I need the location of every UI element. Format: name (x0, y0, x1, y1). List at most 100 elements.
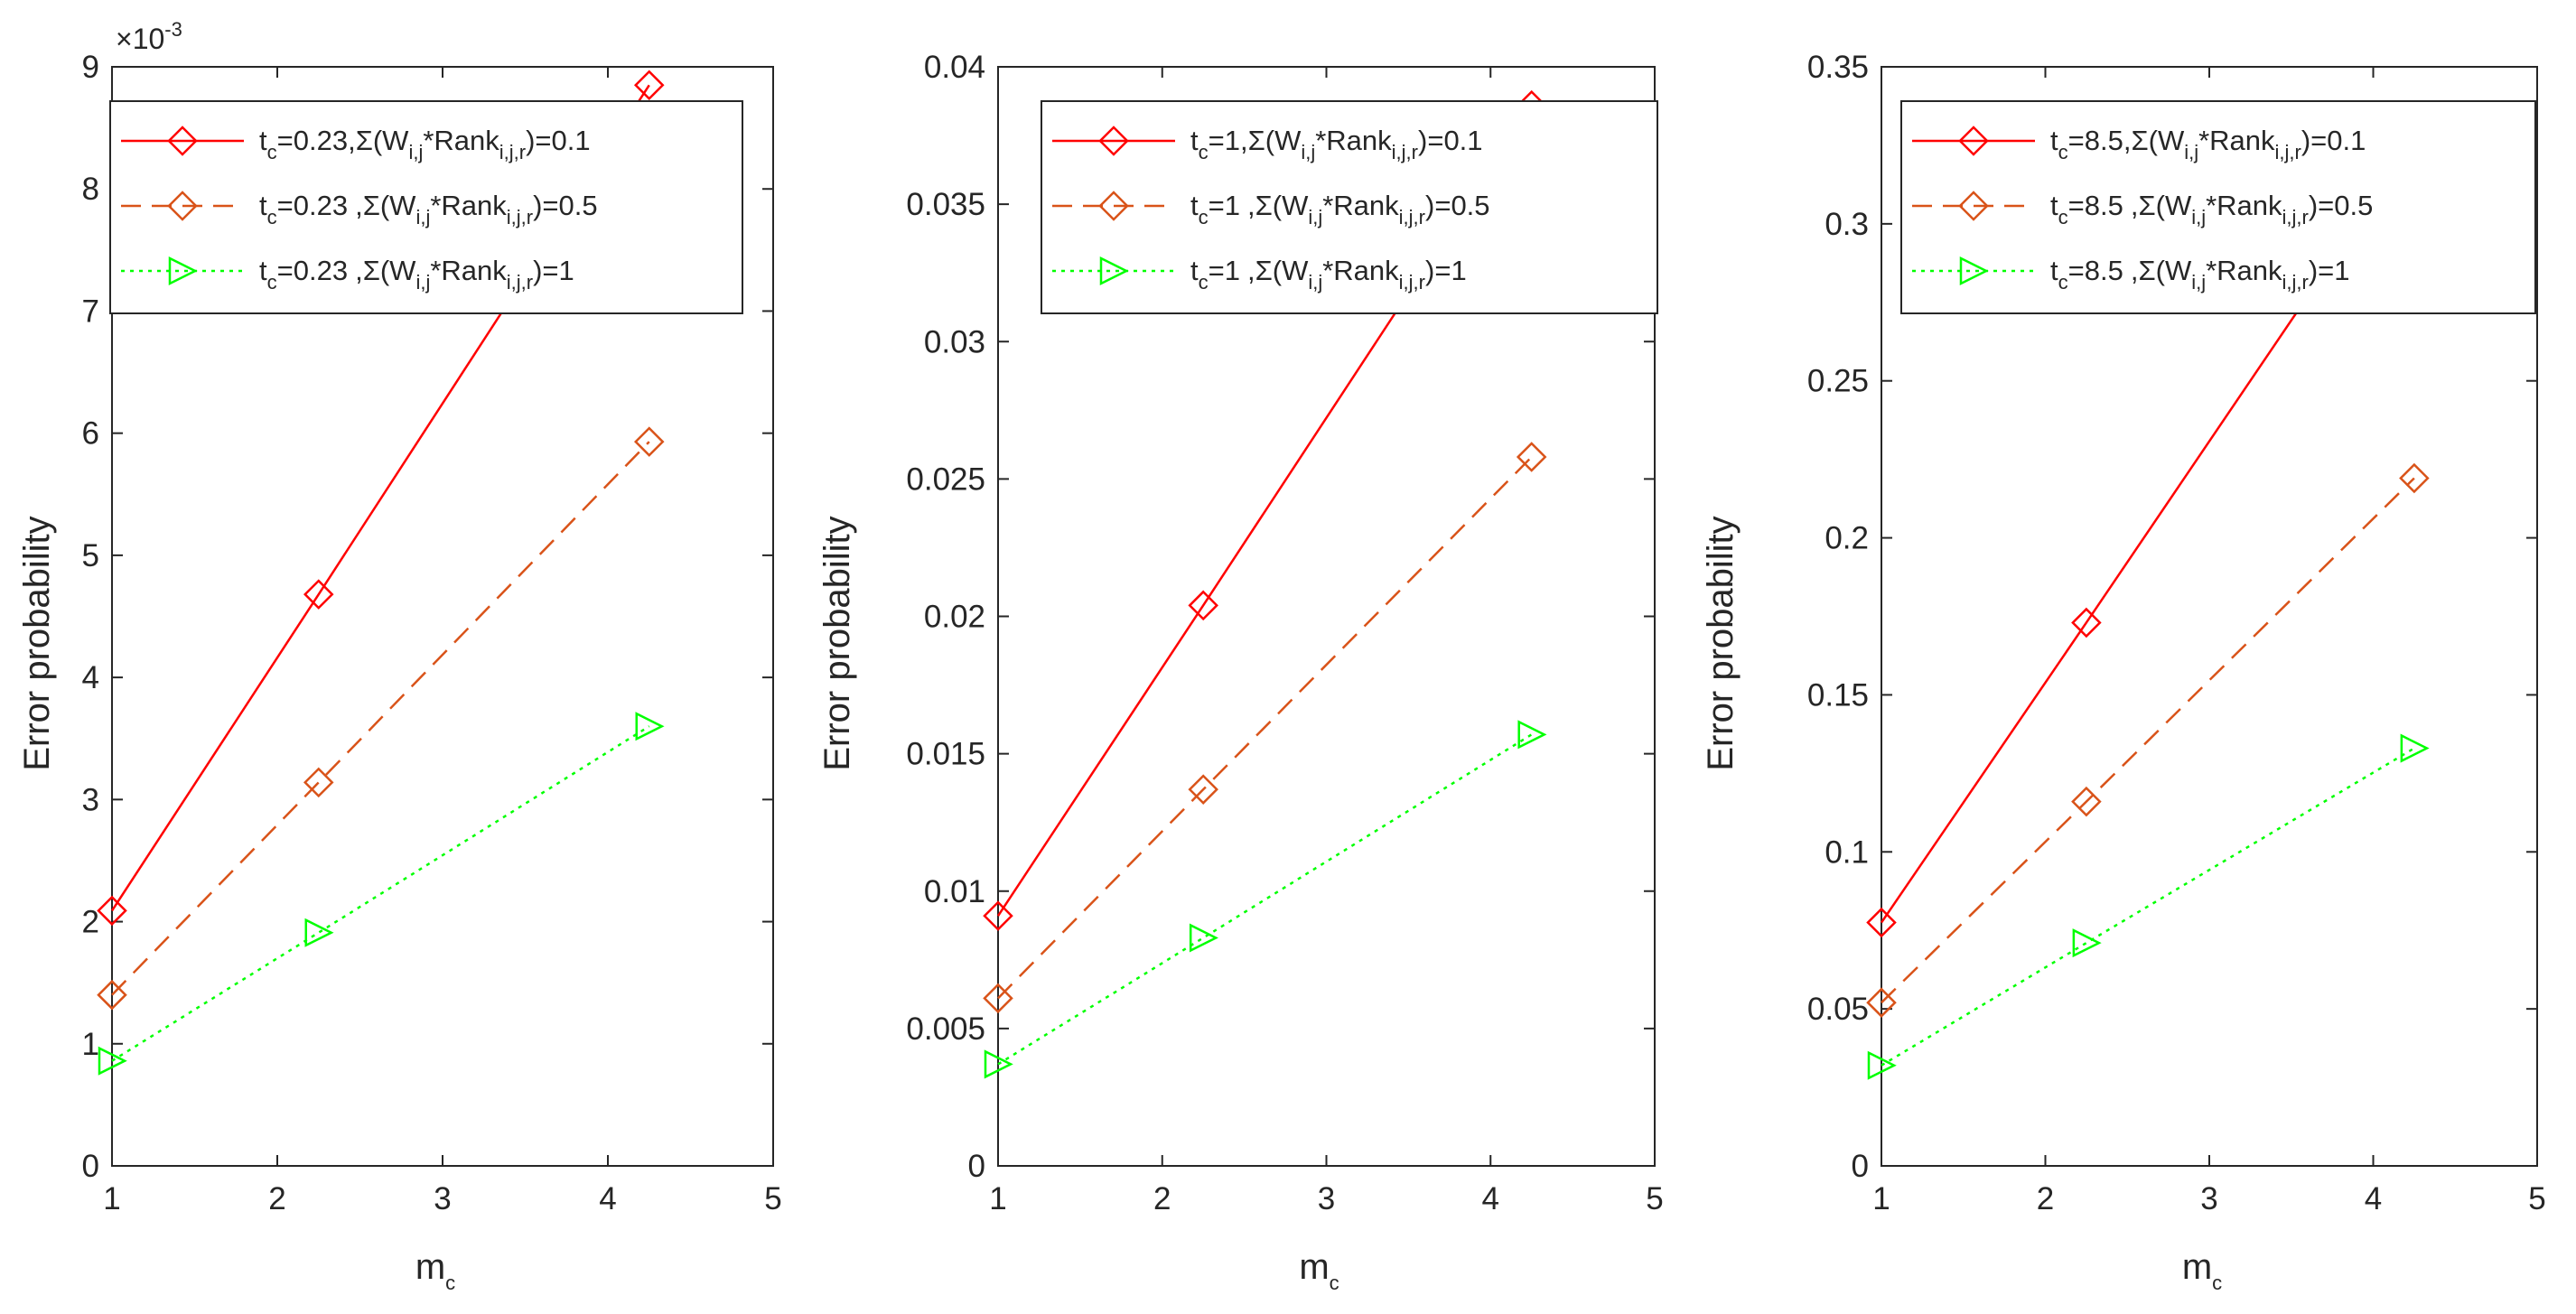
y-tick-label: 3 (82, 782, 99, 817)
legend-rank: *Rank (1322, 190, 1399, 221)
legend-eq: = (277, 255, 294, 286)
legend-t-sub: c (267, 271, 277, 294)
legend-rhs-value: 0.1 (1443, 125, 1482, 156)
x-axis-title-sub: c (2212, 1272, 2222, 1294)
y-tick-label: 0.03 (924, 324, 985, 359)
legend-t: t (2050, 255, 2058, 286)
data-point (1188, 774, 1218, 805)
legend-t: t (259, 125, 267, 156)
legend-t: t (2050, 125, 2058, 156)
legend-close: )= (533, 190, 558, 221)
legend-item: tc=8.5 ,Σ(Wi,j*Ranki,j,r)=1 (1912, 255, 2350, 294)
legend-w-sub: i,j (1308, 206, 1322, 228)
legend-label: tc=1 ,Σ(Wi,j*Ranki,j,r)=1 (1190, 255, 1467, 294)
legend-item: tc=1 ,Σ(Wi,j*Ranki,j,r)=0.5 (1052, 190, 1490, 228)
legend-item: tc=0.23,Σ(Wi,j*Ranki,j,r)=0.1 (121, 125, 591, 163)
data-point (2071, 607, 2102, 638)
data-point (304, 918, 334, 947)
legend-w-sub: i,j (1308, 271, 1322, 294)
x-tick-label: 3 (434, 1181, 451, 1216)
legend-label: tc=8.5 ,Σ(Wi,j*Ranki,j,r)=1 (2050, 255, 2350, 294)
x-tick-label: 3 (2200, 1181, 2217, 1216)
legend-marker (1958, 191, 1989, 221)
legend-sum-open: ,Σ(W (1247, 190, 1309, 221)
data-point (1866, 987, 1897, 1018)
data-point (983, 900, 1013, 931)
x-axis-title-main: m (2182, 1247, 2212, 1287)
legend-sum-open: ,Σ(W (355, 190, 416, 221)
y-tick-label: 0.3 (1825, 207, 1869, 242)
x-axis-title-sub: c (445, 1272, 455, 1294)
series-3 (984, 720, 1547, 1079)
legend-w-sub: i,j (1301, 141, 1315, 163)
legend-eq: = (277, 125, 294, 156)
legend-rhs-value: 1 (559, 255, 574, 286)
x-tick-label: 5 (764, 1181, 781, 1216)
legend-sum-open: ,Σ(W (2123, 125, 2185, 156)
legend-eq: = (2068, 255, 2085, 286)
legend-eq: = (277, 190, 294, 221)
legend-t: t (1190, 255, 1199, 286)
legend-rank: *Rank (430, 190, 507, 221)
y-tick-label: 0.01 (924, 874, 985, 909)
legend: tc=8.5,Σ(Wi,j*Ranki,j,r)=0.1tc=8.5 ,Σ(Wi,… (1900, 100, 2536, 314)
series-line (997, 733, 1533, 1066)
legend-t: t (259, 190, 267, 221)
legend-w-sub: i,j (415, 271, 430, 294)
y-tick-label: 8 (82, 172, 99, 207)
y-tick-label: 5 (82, 538, 99, 573)
legend-item: tc=8.5 ,Σ(Wi,j*Ranki,j,r)=0.5 (1912, 190, 2373, 228)
legend-rank-sub: i,j,r (1399, 271, 1425, 294)
y-tick-label: 0.02 (924, 600, 985, 635)
legend-item: tc=0.23 ,Σ(Wi,j*Ranki,j,r)=0.5 (121, 190, 598, 228)
legend-tc-value: 0.23 (294, 125, 348, 156)
legend-sum-open: ,Σ(W (2131, 190, 2192, 221)
y-exponent-power: -3 (164, 18, 182, 41)
y-axis-title: Error probability (1701, 516, 1741, 770)
legend-close: )= (1418, 125, 1443, 156)
legend-rank-sub: i,j,r (1399, 206, 1425, 228)
legend-rank-sub: i,j,r (499, 141, 526, 163)
legend-box (1900, 100, 2536, 314)
data-point (1866, 907, 1897, 938)
x-tick-label: 5 (1646, 1181, 1663, 1216)
x-tick-label: 4 (1482, 1181, 1499, 1216)
legend-close: )= (1425, 190, 1451, 221)
legend-t-sub: c (2058, 141, 2068, 163)
legend-rank: *Rank (430, 255, 507, 286)
legend-tc-value: 1 (1225, 255, 1240, 286)
y-exponent-base: ×10 (116, 23, 164, 55)
legend-rank-sub: i,j,r (507, 206, 533, 228)
legend-t-sub: c (2058, 271, 2068, 294)
y-exponent-label: ×10-3 (116, 18, 182, 55)
legend-rank: *Rank (423, 125, 499, 156)
y-tick-label: 4 (82, 660, 99, 695)
legend-tc-value: 8.5 (2085, 190, 2123, 221)
legend-tc-value: 1 (1225, 190, 1240, 221)
legend-close: )= (2309, 190, 2334, 221)
legend-t: t (1190, 125, 1199, 156)
x-tick-label: 4 (599, 1181, 616, 1216)
data-point (2072, 928, 2102, 958)
legend-box (109, 100, 743, 314)
chart-panel-2: 1 2 3 4 5 0 0.005 0.01 0.015 0.02 0.025 0.03 0.035 0.… (817, 50, 1664, 1294)
x-tick-label: 2 (1153, 1181, 1171, 1216)
legend-sum-open: ,Σ(W (2131, 255, 2192, 286)
series-3 (1867, 733, 2430, 1080)
x-axis-title: mc (2182, 1247, 2222, 1294)
legend-sum-open: ,Σ(W (1247, 255, 1309, 286)
x-axis-title-main: m (1299, 1247, 1329, 1287)
y-axis-title: Error probability (17, 516, 57, 770)
legend-rhs-value: 0.5 (2334, 190, 2373, 221)
y-tick-label: 0 (968, 1149, 985, 1184)
y-axis-title: Error probability (817, 516, 857, 770)
x-tick-label: 5 (2528, 1181, 2545, 1216)
legend-rank-sub: i,j,r (2282, 271, 2309, 294)
legend-sum-open: ,Σ(W (348, 125, 409, 156)
series-3 (98, 712, 665, 1076)
legend-rhs-value: 1 (2334, 255, 2349, 286)
legend-tc-value: 0.23 (294, 255, 348, 286)
series-2 (983, 442, 1547, 1014)
legend-sum-open: ,Σ(W (355, 255, 416, 286)
legend-marker (1099, 256, 1129, 286)
